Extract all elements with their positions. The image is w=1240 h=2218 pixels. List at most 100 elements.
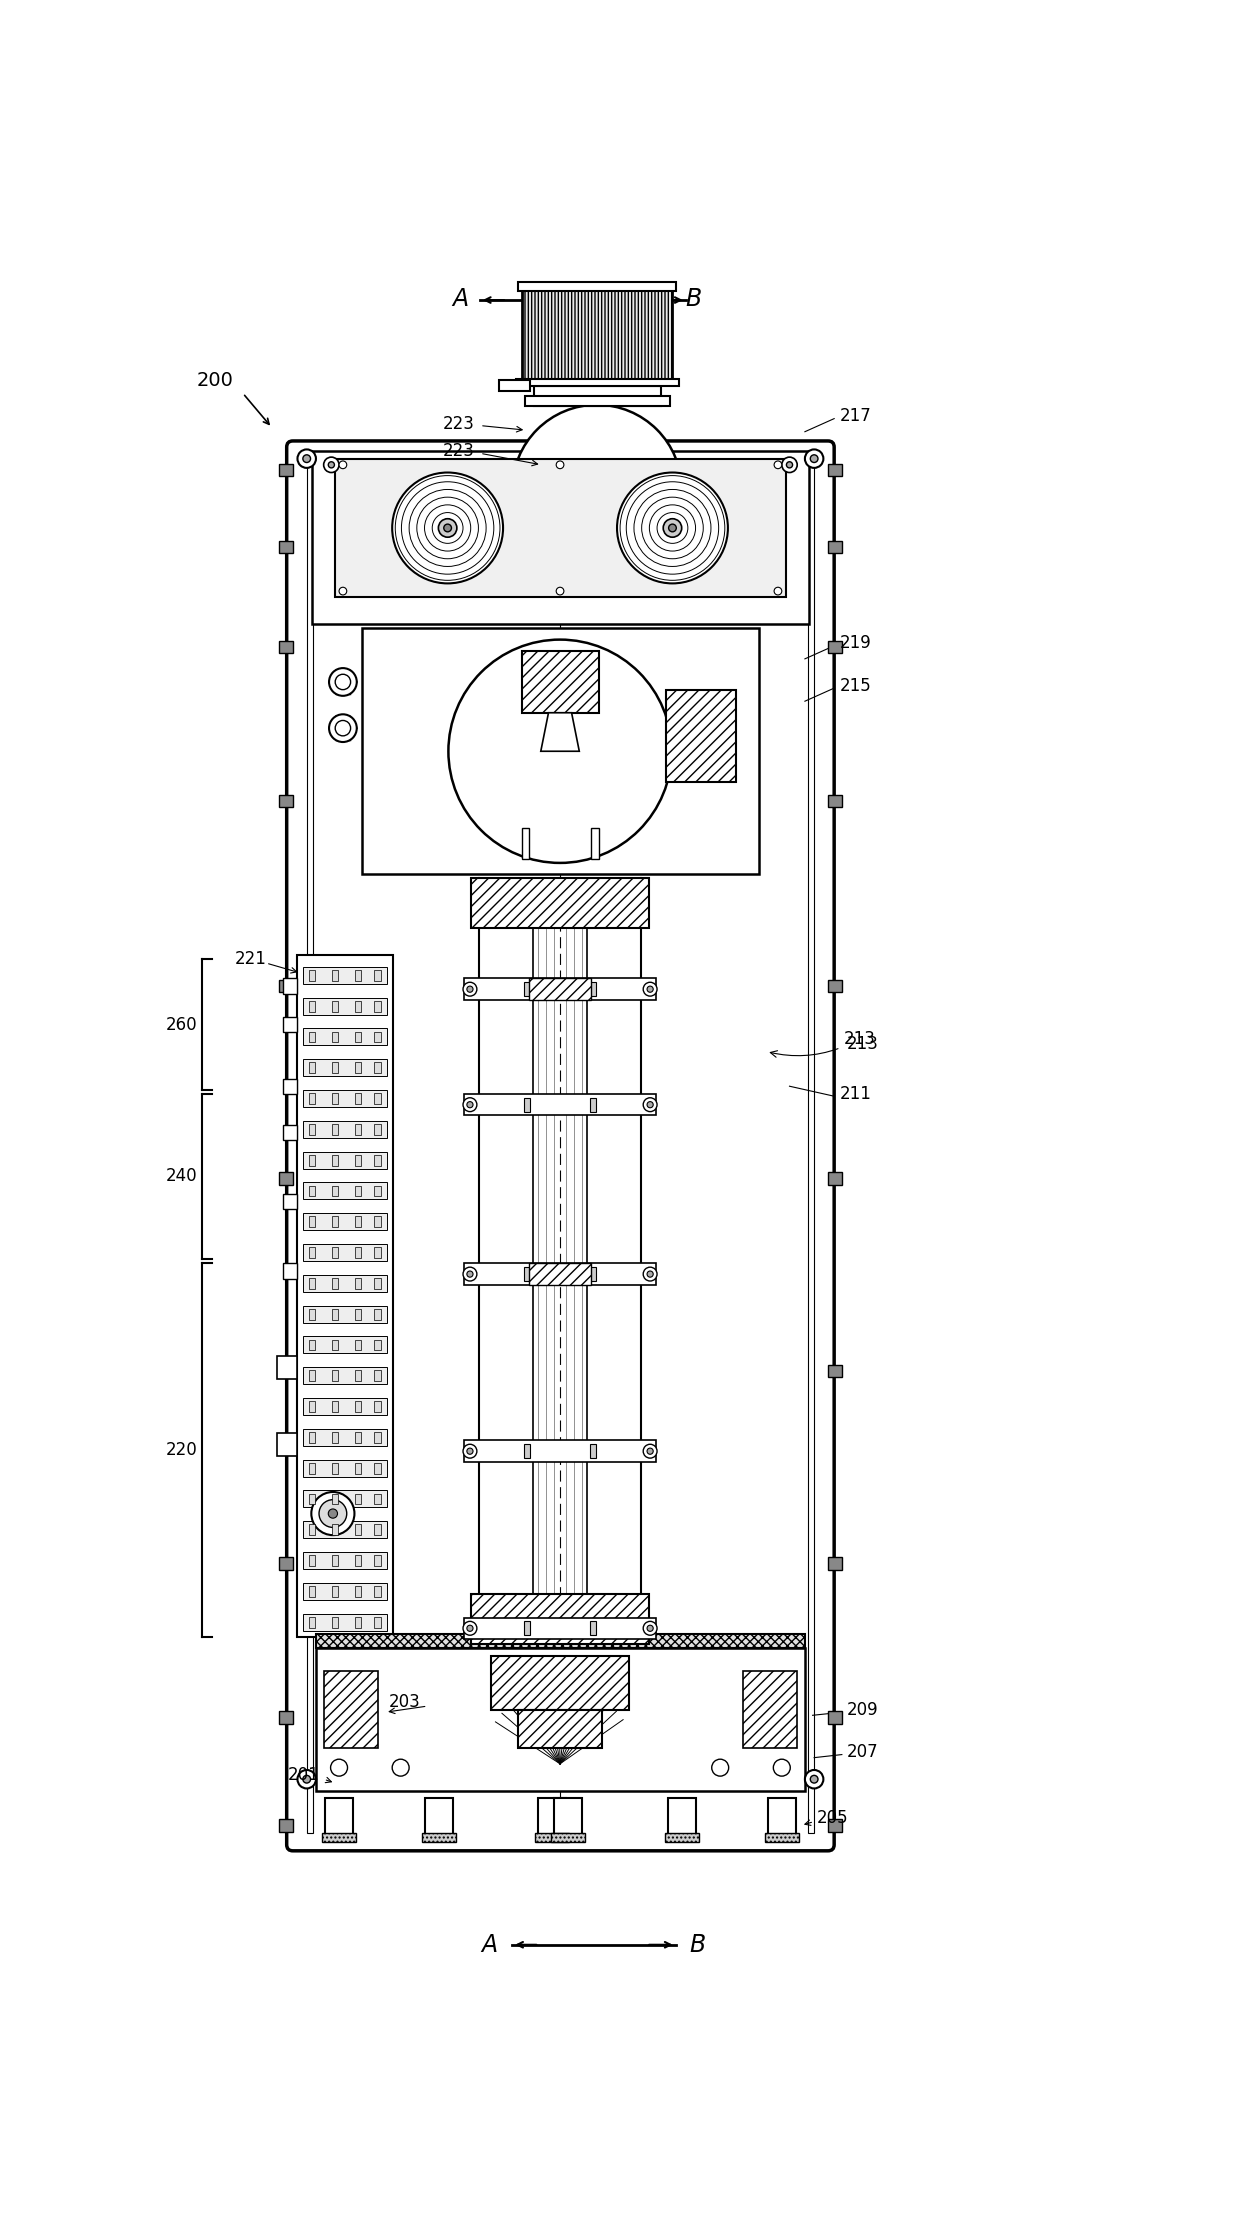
Bar [355, 1340, 361, 1351]
Bar [309, 1278, 315, 1289]
Circle shape [647, 987, 653, 991]
Bar [279, 641, 293, 654]
Bar [332, 1617, 339, 1628]
Circle shape [647, 1448, 653, 1455]
Bar [303, 1182, 387, 1200]
Bar [283, 1016, 296, 1031]
Text: 219: 219 [839, 634, 872, 652]
Circle shape [668, 523, 676, 532]
Bar [464, 1439, 656, 1462]
Bar [316, 1648, 805, 1790]
Bar [538, 1799, 567, 1841]
Bar [590, 1444, 596, 1457]
Bar [316, 1635, 805, 1648]
Bar [374, 969, 381, 980]
Bar [303, 1397, 387, 1415]
Bar [355, 1555, 361, 1566]
Circle shape [512, 404, 682, 574]
Bar [828, 980, 842, 991]
Bar [355, 1247, 361, 1258]
Bar [828, 464, 842, 477]
Circle shape [303, 455, 310, 464]
Bar [590, 1621, 596, 1635]
Bar [355, 1125, 361, 1136]
Bar [303, 1029, 387, 1045]
Bar [374, 1462, 381, 1473]
Bar [471, 878, 649, 929]
Circle shape [463, 1098, 477, 1111]
Bar [332, 1462, 339, 1473]
Bar [332, 1093, 339, 1105]
Bar [283, 1193, 296, 1209]
Text: 213: 213 [847, 1036, 879, 1054]
Bar [332, 969, 339, 980]
Bar [306, 459, 312, 1832]
Bar [374, 1125, 381, 1136]
Bar [590, 827, 599, 858]
Bar [355, 1371, 361, 1382]
Bar [374, 1278, 381, 1289]
Bar [374, 1247, 381, 1258]
Bar [303, 1151, 387, 1169]
Text: A: A [453, 286, 469, 311]
Circle shape [781, 457, 797, 472]
Bar [355, 1433, 361, 1442]
Text: A: A [481, 1932, 497, 1956]
Circle shape [303, 1774, 310, 1783]
Bar [523, 1444, 529, 1457]
Bar [283, 1078, 296, 1093]
Bar [355, 1031, 361, 1042]
Bar [303, 1089, 387, 1107]
Bar [303, 1244, 387, 1262]
Circle shape [647, 1271, 653, 1278]
Bar [332, 1402, 339, 1413]
Bar [529, 978, 590, 1000]
Circle shape [467, 1102, 472, 1107]
Bar [309, 1093, 315, 1105]
Circle shape [439, 519, 456, 537]
Bar [309, 1402, 315, 1413]
Circle shape [335, 674, 351, 690]
Circle shape [786, 461, 792, 468]
Bar [828, 641, 842, 654]
Bar [374, 1586, 381, 1597]
Bar [355, 1309, 361, 1320]
Bar [525, 395, 670, 406]
Bar [464, 1264, 656, 1284]
Circle shape [329, 714, 357, 743]
Text: 220: 220 [166, 1442, 197, 1459]
Bar [374, 1093, 381, 1105]
Bar [355, 1187, 361, 1196]
Bar [522, 827, 529, 858]
Bar [828, 1173, 842, 1184]
Bar [303, 1213, 387, 1231]
Bar [355, 1402, 361, 1413]
Bar [590, 983, 596, 996]
Bar [355, 1000, 361, 1011]
Bar [332, 1215, 339, 1227]
Bar [309, 1156, 315, 1164]
Circle shape [805, 1770, 823, 1788]
Bar [303, 1522, 387, 1539]
Bar [309, 1433, 315, 1442]
Bar [590, 1266, 596, 1282]
Bar [534, 386, 661, 406]
Bar [303, 1120, 387, 1138]
Bar [362, 628, 759, 874]
Bar [332, 1340, 339, 1351]
Bar [309, 1586, 315, 1597]
Bar [283, 1264, 296, 1280]
Circle shape [392, 1759, 409, 1777]
Bar [309, 1493, 315, 1504]
Bar [523, 1266, 529, 1282]
Bar [332, 1125, 339, 1136]
Bar [425, 1799, 453, 1841]
Bar [665, 1832, 698, 1843]
Bar [828, 1557, 842, 1570]
Bar [332, 1493, 339, 1504]
Circle shape [644, 1266, 657, 1282]
Bar [464, 1617, 656, 1639]
Bar [296, 956, 393, 1637]
Text: 213: 213 [770, 1029, 875, 1058]
Bar [666, 690, 735, 783]
